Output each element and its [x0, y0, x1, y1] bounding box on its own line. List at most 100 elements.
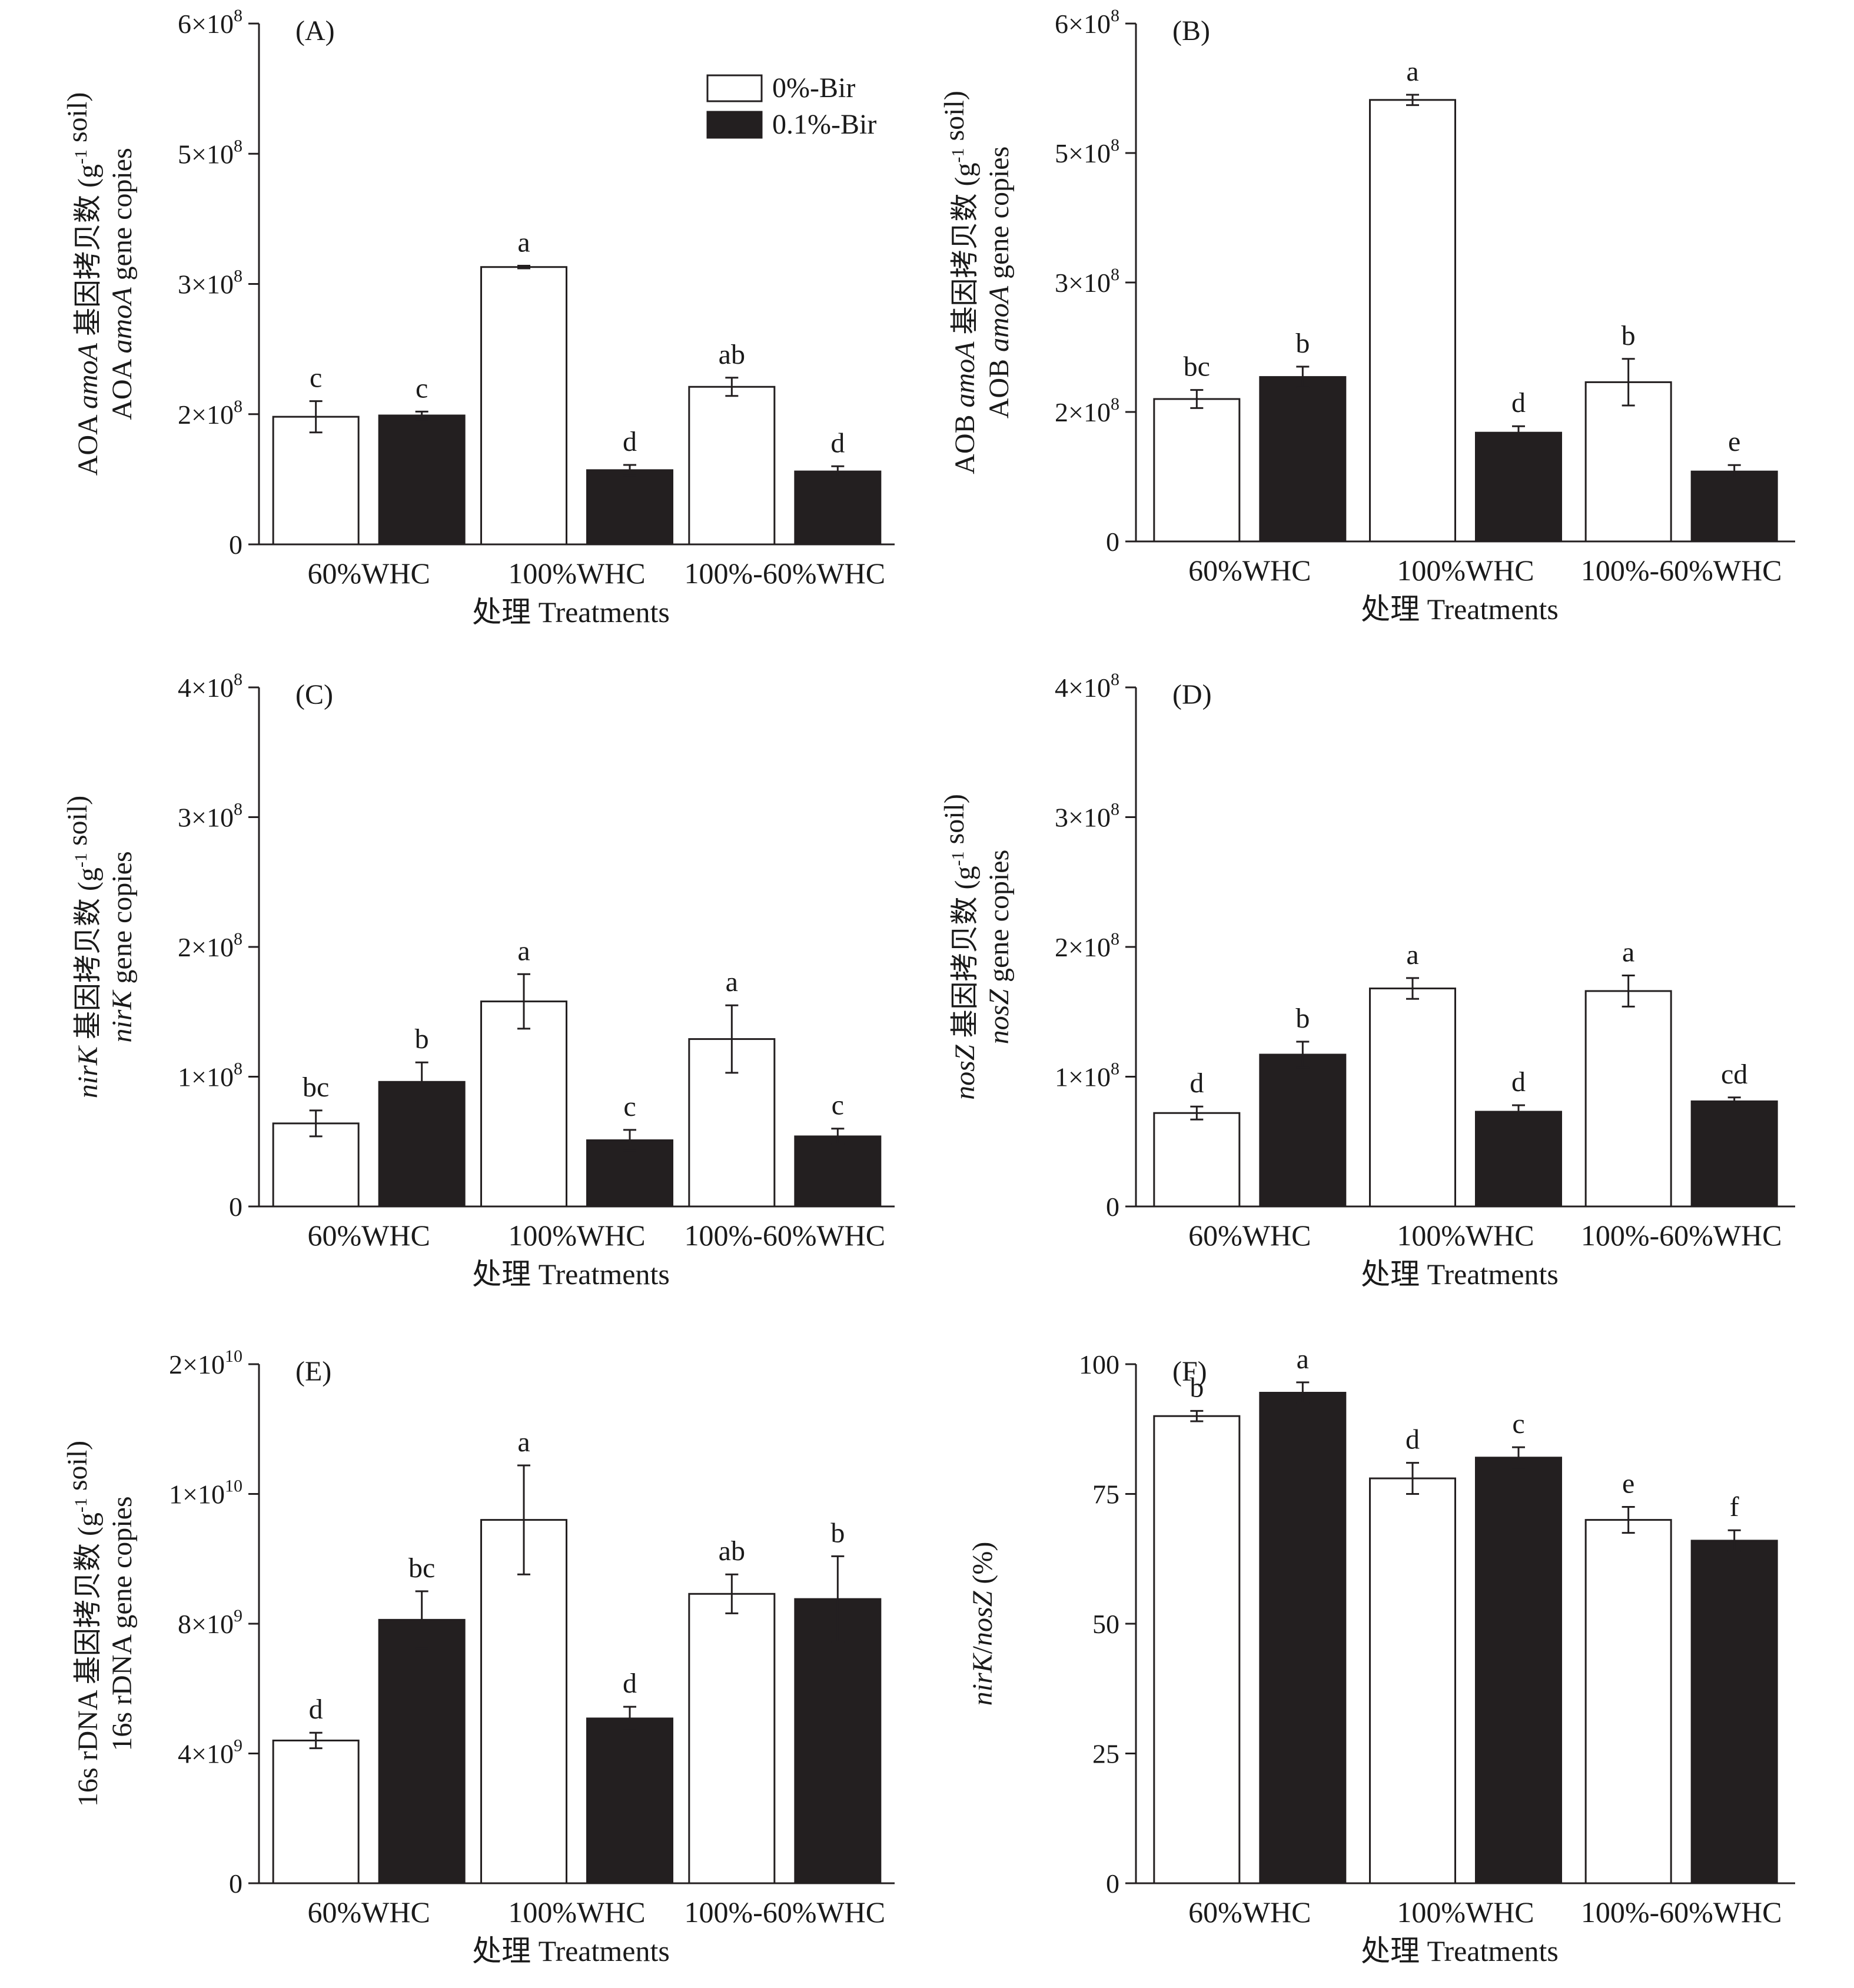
bar-open [480, 266, 567, 546]
y-tick-mantissa: 100 [1079, 1349, 1119, 1379]
y-axis-title: AOB amoA gene copies [984, 147, 1015, 419]
legend-label: 0.1%-Bir [772, 109, 876, 140]
y-tick-mantissa: 8×10 [178, 1609, 234, 1639]
bar-open [688, 1038, 776, 1208]
bar-solid [1259, 1053, 1347, 1208]
y-tick-mantissa: 50 [1092, 1609, 1119, 1639]
y-tick-mantissa: 0 [1106, 527, 1119, 557]
y-tick-mantissa: 3×10 [178, 803, 234, 833]
y-axis-title-part: (%) [967, 1542, 998, 1591]
significance-letter: bc [1184, 351, 1210, 383]
y-tick-mantissa: 5×10 [178, 139, 234, 169]
significance-letter: b [1295, 1003, 1310, 1034]
y-tick-exponent: 8 [234, 1059, 242, 1079]
significance-letter: c [310, 363, 322, 394]
bar-open [1369, 1477, 1456, 1884]
bar-solid [1690, 470, 1778, 543]
y-tick-label: 4×108 [1055, 670, 1119, 703]
bar-open [480, 1519, 567, 1884]
category-label: 100%-60%WHC [1581, 1896, 1782, 1929]
y-axis-title-part: -1 [948, 851, 968, 866]
significance-letter: a [1406, 56, 1418, 87]
y-tick-label: 1×1010 [169, 1477, 242, 1510]
x-axis-title: 处理 Treatments [472, 596, 670, 629]
significance-letter: d [623, 426, 637, 457]
y-tick-label: 1×108 [178, 1059, 242, 1092]
y-tick-exponent: 8 [1111, 135, 1119, 155]
y-axis-title-part: AOA [72, 409, 104, 476]
y-tick-mantissa: 0 [229, 1869, 242, 1899]
category-label: 60%WHC [308, 1219, 430, 1252]
y-axis-title-part: / [967, 1645, 998, 1654]
y-axis-title-part: soil) [939, 91, 970, 148]
y-axis-title-part: amoA [949, 341, 981, 408]
y-tick-mantissa: 3×10 [1055, 268, 1111, 298]
significance-letter: a [1406, 939, 1418, 970]
bar-solid [1259, 376, 1347, 543]
category-label: 100%-60%WHC [685, 557, 886, 590]
y-axis-title-part: gene copies [107, 148, 138, 287]
legend: 0%-Bir 0.1%-Bir [706, 72, 876, 140]
y-axis-title: 16s rDNA 基因拷贝数 (g-1 soil) [62, 1441, 104, 1807]
bar-open [1584, 381, 1672, 543]
legend-label: 0%-Bir [772, 72, 855, 104]
significance-letter: a [1622, 937, 1634, 968]
y-tick-label: 0 [229, 1869, 242, 1899]
bar-open [1153, 1112, 1241, 1208]
y-tick-mantissa: 1×10 [169, 1480, 225, 1510]
y-axis-title-part: 基因拷贝数 (g [72, 867, 104, 1046]
y-tick-label: 3×108 [178, 800, 242, 833]
y-tick-exponent: 8 [234, 800, 242, 819]
significance-letter: a [726, 966, 738, 998]
category-label: 100%WHC [508, 1219, 645, 1252]
y-tick-label: 25 [1092, 1739, 1119, 1769]
y-tick-label: 2×1010 [169, 1347, 242, 1379]
legend-swatch-open [706, 74, 763, 102]
significance-letter: c [832, 1090, 844, 1121]
y-axis-title-part: soil) [939, 794, 970, 851]
y-axis-title-part: AOB [949, 407, 981, 474]
x-axis-title: 处理 Treatments [1361, 1934, 1559, 1967]
y-tick-exponent: 8 [1111, 929, 1119, 949]
significance-letter: a [517, 227, 530, 258]
legend-swatch-solid [706, 111, 763, 139]
category-label: 100%WHC [1397, 554, 1534, 587]
y-axis-title-part: gene copies [984, 850, 1015, 989]
y-tick-mantissa: 2×10 [169, 1349, 225, 1379]
bar-open [1584, 1519, 1672, 1884]
significance-letter: d [1406, 1424, 1420, 1455]
bar-open [1153, 398, 1241, 543]
y-axis-title-part: -1 [948, 148, 968, 163]
y-tick-mantissa: 2×10 [1055, 932, 1111, 962]
y-tick-exponent: 8 [1111, 800, 1119, 819]
y-axis-title: AOA amoA gene copies [107, 148, 138, 420]
y-axis-title-part: 基因拷贝数 (g [949, 163, 981, 342]
x-axis-title: 处理 Treatments [1361, 1258, 1559, 1291]
y-tick-mantissa: 75 [1092, 1480, 1119, 1510]
y-axis-title-part: 16s rDNA gene copies [107, 1496, 138, 1751]
y-tick-label: 2×108 [1055, 394, 1119, 427]
y-tick-exponent: 8 [234, 136, 242, 155]
category-label: 60%WHC [1188, 1219, 1311, 1252]
bar-open [272, 415, 360, 546]
y-tick-mantissa: 2×10 [178, 932, 234, 962]
y-tick-mantissa: 6×10 [1055, 9, 1111, 39]
y-axis-title-part: nosZ [967, 1590, 998, 1646]
y-tick-label: 5×108 [178, 136, 242, 169]
category-label: 100%-60%WHC [1581, 554, 1782, 587]
bar-solid [1690, 1100, 1778, 1208]
y-axis-title: nirK/nosZ (%) [967, 1542, 998, 1706]
y-axis-title-part: amoA [984, 285, 1015, 352]
significance-letter: b [1190, 1372, 1204, 1403]
significance-letter: e [1728, 426, 1740, 457]
significance-letter: bc [408, 1552, 435, 1584]
y-axis-title: AOB amoA 基因拷贝数 (g-1 soil) [939, 91, 981, 474]
significance-letter: d [1511, 1066, 1526, 1098]
y-tick-label: 0 [1106, 527, 1119, 557]
y-axis-title-part: nosZ [949, 1044, 981, 1100]
significance-letter: b [415, 1023, 429, 1055]
